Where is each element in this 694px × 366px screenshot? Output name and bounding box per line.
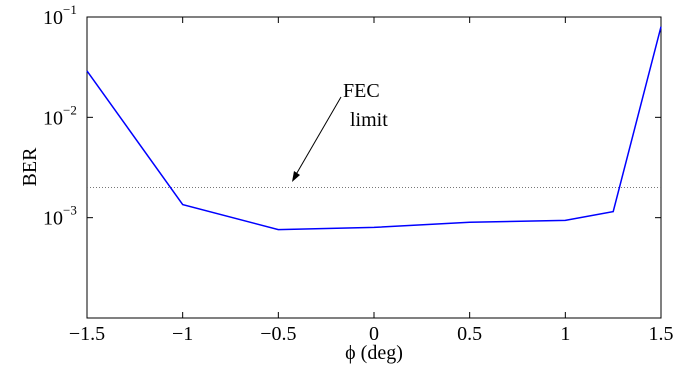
plot-area bbox=[86, 16, 662, 319]
x-tick-label: −1 bbox=[172, 323, 193, 345]
y-tick-labels: 10−3 10−2 10−1 bbox=[43, 2, 77, 230]
annotation-limit: limit bbox=[350, 109, 388, 131]
y-tick-label: 10−1 bbox=[43, 2, 77, 29]
x-tick-label: 0 bbox=[369, 323, 379, 345]
x-tick-label: −1.5 bbox=[69, 323, 105, 345]
y-tick-label: 10−2 bbox=[43, 102, 77, 129]
ber-series-line bbox=[86, 26, 662, 231]
y-axis-title: BER bbox=[19, 147, 41, 187]
x-tick-label: −0.5 bbox=[260, 323, 296, 345]
annotation-arrow bbox=[293, 96, 342, 179]
axis-ticks bbox=[86, 16, 662, 319]
annotation-arrowhead bbox=[292, 171, 300, 182]
y-tick-label: 10−3 bbox=[43, 203, 77, 230]
x-tick-label: 0.5 bbox=[457, 323, 482, 345]
x-tick-label: 1.5 bbox=[649, 323, 674, 345]
x-tick-labels: −1.5 −1 −0.5 0 0.5 1 1.5 bbox=[69, 323, 674, 345]
x-axis-title: ϕ (deg) bbox=[345, 342, 403, 364]
x-tick-label: 1 bbox=[560, 323, 570, 345]
annotation-fec: FEC bbox=[343, 80, 380, 102]
